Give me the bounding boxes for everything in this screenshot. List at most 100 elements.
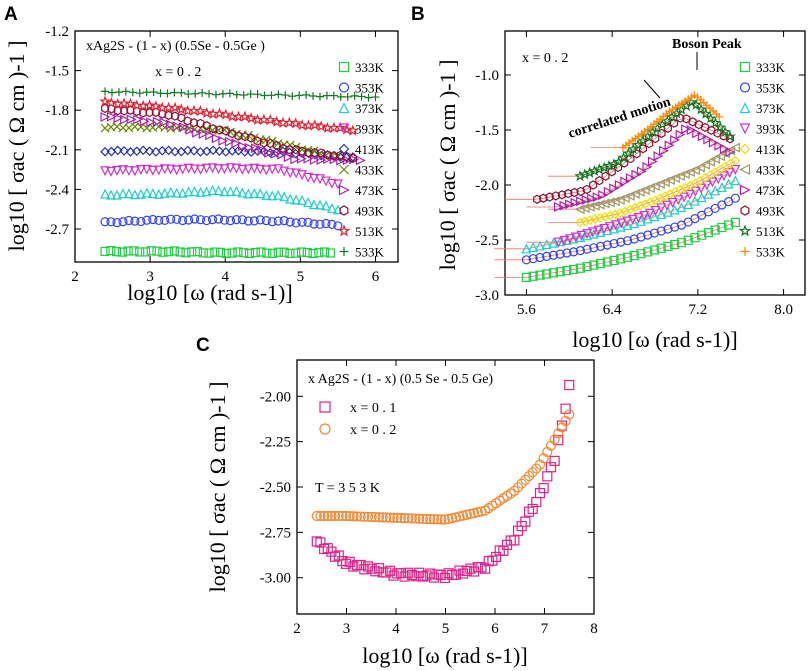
panel-b-legend-marker [739, 143, 751, 155]
panel-a-point-393K [267, 164, 278, 175]
panel-c-point-x = 0 . 2 [439, 514, 450, 525]
panel-a-point-373K [303, 197, 314, 208]
panel-b-point-333K [690, 233, 700, 243]
panel-a-legend: 333K 353K 373K 393K 413K 433K 473K 493K 513K 533K [337, 60, 385, 260]
panel-b-point-373K [683, 199, 694, 210]
panel-a-point-373K [177, 187, 188, 198]
panel-c-point-x = 0 . 1 [388, 570, 399, 581]
panel-c-legend-label: x = 0 . 2 [350, 423, 396, 438]
panel-a-point-333K [325, 248, 335, 258]
panel-c-point-x = 0 . 2 [553, 428, 564, 439]
panel-a-point-493K [196, 118, 205, 129]
panel-a-point-333K [112, 247, 122, 257]
panel-a-point-533K [260, 91, 269, 100]
panel-b-legend-marker [740, 247, 750, 256]
panel-b-point-493K [682, 114, 691, 124]
panel-b-point-353K [582, 244, 592, 254]
panel-a-point-373K [237, 187, 248, 198]
panel-a-point-493K [272, 140, 281, 151]
panel-b-point-393K [724, 168, 735, 179]
panel-c-point-x = 0 . 2 [326, 510, 337, 522]
panel-a-point-513K [289, 117, 302, 129]
panel-c-point-x = 0 . 1 [322, 543, 333, 554]
panel-a-point-353K [118, 217, 128, 227]
panel-a-point-393K [231, 163, 242, 174]
panel-a-point-373K [255, 188, 266, 199]
panel-a-point-393K [285, 168, 296, 179]
panel-b-point-513K [704, 112, 717, 124]
panel-c-point-x = 0 . 1 [337, 555, 348, 567]
panel-c-point-x = 0 . 2 [523, 470, 535, 482]
panel-a-point-333K [175, 247, 185, 257]
panel-a-point-513K [315, 120, 327, 132]
panel-a-point-333K [320, 247, 330, 257]
panel-b-point-333K [548, 268, 558, 278]
panel-a-point-353K [255, 215, 265, 225]
panel-c-legend: x = 0 . 1 x = 0 . 2 [319, 401, 396, 438]
panel-a-point-393K [243, 164, 254, 175]
panel-b-point-433K [689, 165, 700, 176]
panel-c-ytick-label: -2.25 [260, 435, 291, 451]
panel-a-point-473K [270, 148, 281, 159]
panel-b-point-393K [627, 214, 638, 225]
panel-b-point-473K [725, 147, 736, 157]
panel-c-point-x = 0 . 1 [436, 569, 447, 581]
panel-b-point-353K [622, 236, 633, 246]
panel-a-point-393K [315, 174, 325, 185]
panel-c-point-x = 0 . 2 [410, 513, 421, 524]
panel-a-point-493K [183, 116, 192, 126]
panel-a-point-333K [262, 248, 272, 258]
panel-a-point-533K [177, 88, 186, 97]
panel-c-point-x = 0 . 2 [428, 514, 439, 525]
panel-a-point-473K [264, 147, 275, 158]
panel-c: C 2 3 4 5 6 7 8 -2.00 -2.25 -2.50 -2.75 -3.00 x Ag2… [196, 335, 598, 668]
panel-b-point-333K [609, 255, 619, 266]
panel-b-ytick-label: -3.0 [475, 288, 499, 304]
panel-b-point-473K [631, 169, 642, 180]
panel-a-point-493K [240, 132, 249, 142]
panel-c-point-x = 0 . 1 [476, 562, 487, 573]
panel-a-point-333K [164, 247, 174, 257]
panel-a-point-533K [128, 88, 137, 97]
panel-a-point-373K [326, 202, 337, 213]
panel-b-point-473K [719, 143, 730, 154]
panel-c-point-x = 0 . 2 [461, 509, 472, 520]
panel-a-xtick-label: 3 [146, 269, 154, 285]
panel-a-ytick-label: -1.8 [45, 103, 69, 119]
panel-b-point-373K [710, 185, 721, 196]
panel-a-point-413K [163, 145, 174, 156]
panel-b-point-413K [680, 182, 691, 193]
panel-c-point-x = 0 . 1 [560, 403, 571, 414]
panel-c-point-x = 0 . 2 [469, 508, 480, 519]
panel-c-point-x = 0 . 2 [351, 511, 363, 522]
panel-a: A 2 3 4 5 6 -1.2 -1.5 -1.8 -2.1 -2.4 -2.7 xAg2S - … [4, 4, 399, 305]
panel-b-point-493K [551, 191, 560, 201]
panel-a-point-533K [343, 92, 352, 101]
panel-a-point-333K [100, 246, 110, 257]
panel-a-point-493K [202, 121, 211, 131]
panel-a-point-533K [322, 91, 331, 100]
panel-c-point-x = 0 . 2 [311, 510, 322, 522]
panel-a-point-533K [142, 88, 151, 97]
panel-a-point-513K [245, 112, 258, 124]
panel-b-point-433K [694, 162, 705, 173]
panel-a-legend-marker [338, 143, 350, 155]
panel-a-point-373K [309, 199, 319, 210]
panel-b-legend-label: 333K [756, 60, 786, 75]
panel-b-point-353K [575, 246, 585, 256]
panel-a-point-393K [183, 163, 194, 174]
panel-a-point-333K [291, 248, 301, 258]
panel-a-material: xAg2S - (1 - x) (0.5Se - 0.5Ge ) [86, 39, 265, 54]
panel-c-point-x = 0 . 1 [549, 455, 560, 466]
panel-b-point-373K [615, 221, 626, 232]
panel-c-point-x = 0 . 2 [392, 512, 403, 523]
panel-c-point-x = 0 . 2 [388, 512, 399, 523]
panel-c-point-x = 0 . 2 [333, 510, 344, 522]
panel-b-point-413K [645, 197, 656, 207]
panel-b-point-413K [640, 199, 650, 209]
panel-a-legend-marker [338, 61, 350, 73]
panel-a-point-413K [182, 145, 193, 156]
panel-a-point-353K [142, 215, 152, 225]
panel-c-point-x = 0 . 2 [362, 511, 374, 522]
panel-b-legend-marker [740, 205, 750, 216]
